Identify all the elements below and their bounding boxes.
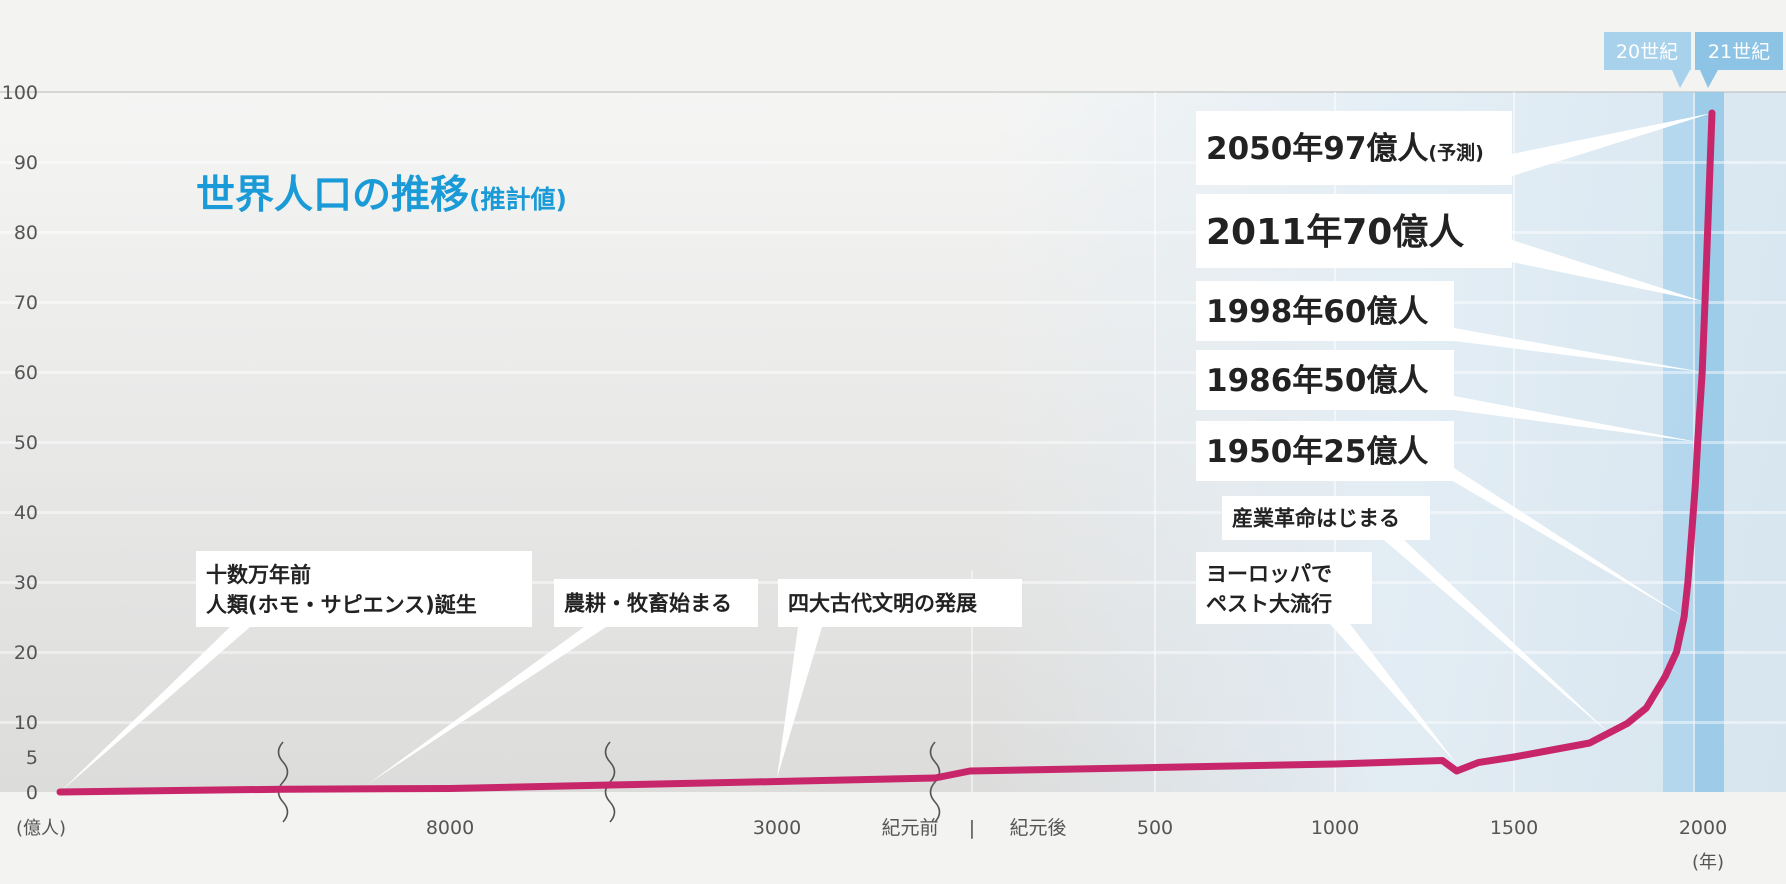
x-tick-label: |: [969, 817, 975, 839]
callout-box-agri: [554, 579, 758, 627]
y-tick-label: 80: [14, 222, 38, 244]
chart-title-note: (推計値): [469, 185, 567, 214]
callout-box-a1986: [1196, 350, 1454, 410]
axis-break-3: [929, 741, 941, 823]
gridline: [0, 371, 1786, 374]
gridline: [0, 441, 1786, 444]
x-tick-label: 紀元前: [881, 817, 938, 839]
x-axis-unit-label: (年): [1692, 852, 1724, 873]
gridline: [0, 231, 1786, 234]
era-pointer-20th: [1672, 70, 1690, 88]
era-pointer-21st: [1700, 70, 1718, 88]
gridline: [0, 301, 1786, 304]
y-tick-label: 20: [14, 642, 38, 664]
callout-text-a1986: 1986年50億人: [1206, 363, 1428, 399]
callout-text-human: 十数万年前: [206, 563, 311, 587]
series-layer: [56, 109, 1716, 796]
x-tick-label: 1500: [1490, 817, 1538, 839]
population-series-line: [56, 109, 1716, 796]
x-axis: 8000 3000 紀元前 | 紀元後 500 1000 1500 2000 (年): [426, 817, 1727, 873]
x-tick-label: 3000: [753, 817, 801, 839]
x-tick-label: 1000: [1311, 817, 1359, 839]
callout-box-a1950: [1196, 421, 1454, 481]
callout-text-a1998: 1998年60億人: [1206, 294, 1428, 330]
callout-text-agri: 農耕・牧畜始まる: [564, 592, 732, 616]
y-tick-label: 10: [14, 712, 38, 734]
chart-title-main: 世界人口の推移: [196, 173, 469, 218]
y-tick-label: 0: [26, 782, 38, 804]
y-tick-label: 70: [14, 292, 38, 314]
era-label-bg-20th: [1604, 32, 1691, 70]
gridline: [0, 511, 1786, 514]
callout-box-a2050: [1196, 111, 1512, 185]
gridline: [0, 651, 1786, 654]
callout-pointer-a2011: [1512, 240, 1705, 302]
x-tick-label: 紀元後: [1009, 817, 1066, 839]
y-tick-label: 50: [14, 432, 38, 454]
y-tick-label: 90: [14, 152, 38, 174]
callout-boxes: 2050年97億人(予測) 2011年70億人 1998年60億人 1986年50億人…: [196, 111, 1512, 627]
y-tick-label: 100: [2, 82, 38, 104]
callout-pointer-a1986: [1454, 396, 1698, 442]
callout-text2-human: 人類(ホモ・サピエンス)誕生: [206, 593, 477, 617]
axis-break-1: [277, 741, 289, 823]
callout-box-a1998: [1196, 281, 1454, 341]
callout-text-civ: 四大古代文明の発展: [788, 592, 977, 616]
callout-text-a2050: 2050年97億人(予測): [1206, 131, 1484, 167]
callout-pointer-industrial: [1384, 540, 1613, 736]
callout-pointer-a2050: [1512, 113, 1712, 176]
x-tick-label: 8000: [426, 817, 474, 839]
y-tick-label: 30: [14, 572, 38, 594]
callout-text-plague: ヨーロッパで: [1206, 562, 1332, 586]
callout-pointer-agri: [366, 627, 606, 785]
gridline: [0, 161, 1786, 164]
callout-text-industrial: 産業革命はじまる: [1232, 507, 1400, 531]
callout-pointer-human: [60, 627, 250, 792]
y-tick-label: 60: [14, 362, 38, 384]
chart-title: 世界人口の推移(推計値): [196, 173, 567, 218]
callout-box-human: [196, 551, 532, 627]
callout-box-industrial: [1222, 496, 1430, 540]
era-label-20th: 20世紀: [1616, 41, 1678, 63]
callout-pointers: [60, 113, 1712, 792]
gridline: [0, 721, 1786, 724]
y-axis-unit-label: (億人): [16, 818, 66, 839]
callout-box-plague: [1196, 552, 1372, 624]
callout-pointer-civ: [777, 627, 822, 778]
y-tick-label: 5: [26, 747, 38, 769]
x-tick-label: 2000: [1679, 817, 1727, 839]
callout-pointer-plague: [1330, 624, 1457, 764]
callout-pointer-a1950: [1417, 460, 1685, 617]
callout-box-civ: [778, 579, 1022, 627]
era-label-bg-21st: [1695, 32, 1783, 70]
callout-note-a2050: (予測): [1428, 141, 1483, 164]
callout-text-a1950: 1950年25億人: [1206, 434, 1428, 470]
y-tick-label: 40: [14, 502, 38, 524]
callout-text-a2011: 2011年70億人: [1206, 212, 1464, 253]
x-tick-label: 500: [1137, 817, 1173, 839]
callout-text2-plague: ペスト大流行: [1206, 592, 1332, 616]
callout-pointer-a1998: [1454, 328, 1703, 372]
callout-box-a2011: [1196, 194, 1512, 268]
era-label-21st: 21世紀: [1708, 41, 1770, 63]
